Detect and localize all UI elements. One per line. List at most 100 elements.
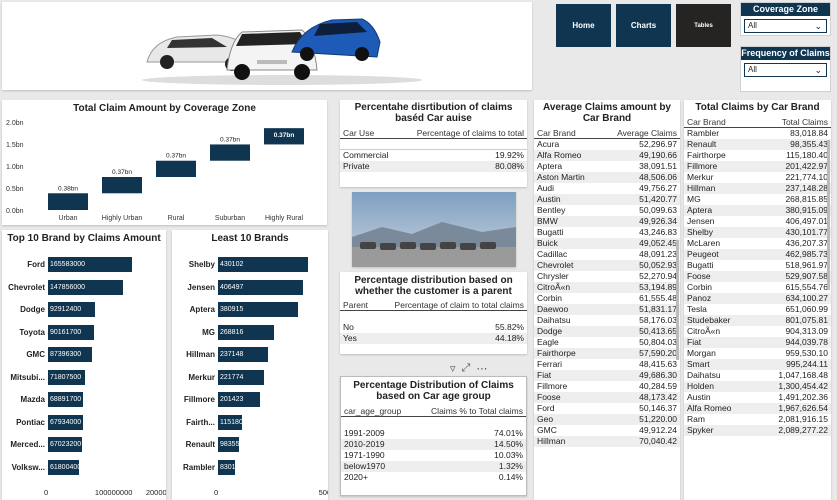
bar[interactable] (218, 257, 308, 272)
bar[interactable] (48, 369, 85, 385)
bar[interactable] (218, 459, 236, 475)
tables-button[interactable]: Tables (676, 4, 731, 47)
cell: Foose (537, 392, 561, 402)
cell: 61,555.48 (639, 293, 677, 303)
table-row: Rambler 83,018.84 (684, 128, 831, 139)
bar[interactable] (218, 302, 298, 317)
table-title: Total Claims by Car Brand (695, 102, 820, 113)
cell: 1991-2009 (344, 428, 385, 438)
waterfall-bar[interactable] (102, 177, 142, 194)
bar[interactable] (218, 437, 239, 452)
cell: Dodge (537, 326, 563, 336)
dropdown-value: All (748, 65, 757, 74)
bar[interactable] (218, 347, 268, 362)
col-header[interactable]: Percentage of claims to total (416, 128, 524, 138)
table-row: Shelby 430,101.77 (684, 226, 831, 238)
col-header[interactable]: Car Brand (687, 117, 726, 127)
col-header[interactable]: Total Claims (781, 117, 828, 127)
cell: Tesla (687, 304, 707, 314)
cell: Fillmore (537, 381, 568, 391)
bar[interactable] (218, 279, 304, 295)
data-label: 87396300 (50, 351, 82, 358)
col-header[interactable]: Car Brand (537, 128, 576, 138)
category-label: Merced... (10, 440, 45, 449)
waterfall-bar[interactable] (210, 144, 250, 161)
waterfall-bar[interactable] (264, 128, 304, 145)
home-button[interactable]: Home (556, 4, 611, 47)
cell: 38,091.51 (639, 161, 677, 171)
more-options-icon[interactable]: ⋯ (476, 362, 488, 375)
cell: Alfa Romeo (687, 403, 732, 413)
cell: Chevrolet (537, 260, 574, 270)
y-tick-label: 0.5bn (6, 186, 24, 193)
bar[interactable] (48, 437, 83, 452)
table-row: Alfa Romeo 49,190.66 (534, 149, 680, 161)
cell: 529,907.58 (785, 271, 828, 281)
cell: 83,018.84 (790, 128, 828, 139)
cell: 57,590.20 (639, 348, 677, 358)
col-header[interactable]: Claims % to Total claims (431, 406, 523, 416)
table-row: Bentley 50,099.63 (534, 205, 680, 216)
waterfall-bar[interactable] (156, 160, 196, 177)
frequency-dropdown[interactable]: All ⌄ (744, 63, 827, 77)
bar[interactable] (218, 392, 261, 407)
cell: Private (343, 161, 370, 171)
chevron-down-icon: ⌄ (814, 65, 822, 75)
category-label: Hillman (186, 350, 215, 359)
cell: 55.82% (495, 322, 524, 332)
col-header[interactable]: Average Claims (617, 128, 677, 138)
coverage-zone-slicer[interactable]: Coverage Zone All ⌄ (740, 2, 831, 36)
col-header[interactable]: Percentage of claim to total claims (394, 300, 524, 310)
cell: 40,284.59 (639, 381, 677, 391)
waterfall-bar[interactable] (48, 193, 88, 210)
cell: Ram (687, 414, 705, 424)
cell: Geo (537, 414, 554, 424)
cell: 14.50% (494, 439, 523, 449)
table-row: Morgan 959,530.10 (684, 348, 831, 359)
bar[interactable] (218, 414, 243, 430)
frequency-slicer[interactable]: Frequency of Claims All ⌄ (740, 46, 831, 92)
col-header[interactable]: car_age_group (344, 406, 402, 416)
cell: Commercial (343, 150, 389, 161)
scrollbar[interactable] (676, 240, 679, 360)
bar[interactable] (48, 347, 93, 362)
col-header[interactable]: Parent (343, 300, 369, 310)
bar[interactable] (48, 302, 96, 317)
cell: Fiat (687, 337, 702, 347)
cell: MG (687, 194, 701, 204)
cell: Fillmore (687, 161, 718, 171)
bar[interactable] (48, 414, 83, 430)
category-label: Dodge (20, 305, 45, 314)
bar[interactable] (48, 392, 84, 407)
scrollbar[interactable] (827, 140, 830, 290)
cell: 98,355.43 (790, 139, 828, 149)
cell: Fairthorpe (537, 348, 576, 358)
bar[interactable] (218, 369, 265, 385)
filter-icon[interactable]: ▿ (450, 362, 456, 375)
cell: Fiat (537, 370, 552, 380)
table-row: Aptera 38,091.51 (534, 161, 680, 172)
focus-mode-icon[interactable]: ⤢ (461, 361, 471, 374)
bar[interactable] (218, 324, 275, 340)
col-header[interactable]: Car Use (343, 128, 375, 138)
table-row: Smart 995,244.11 (684, 358, 831, 370)
table-row: Alfa Romeo 1,967,626.54 (684, 402, 831, 414)
bar[interactable] (48, 279, 124, 295)
coverage-zone-dropdown[interactable]: All ⌄ (744, 19, 827, 33)
cell: 52,296.97 (639, 139, 677, 150)
table-row: Fillmore 201,422.97 (684, 160, 831, 172)
table-row: Fiat 944,039.78 (684, 336, 831, 348)
cell: Corbin (537, 293, 563, 303)
cell: 10.03% (494, 450, 523, 460)
bar[interactable] (48, 324, 94, 340)
table-row: 2020+ 0.14% (341, 472, 526, 483)
cell: 53,194.89 (639, 282, 677, 292)
x-tick-label: Highly Urban (102, 215, 143, 222)
bar[interactable] (48, 257, 133, 272)
cell: 50,052.93 (639, 260, 677, 270)
bar[interactable] (48, 459, 80, 475)
table-row: Corbin 61,555.48 (534, 293, 680, 304)
charts-button[interactable]: Charts (616, 4, 671, 47)
cell: Hillman (687, 183, 716, 193)
cell: 19.92% (495, 150, 524, 161)
